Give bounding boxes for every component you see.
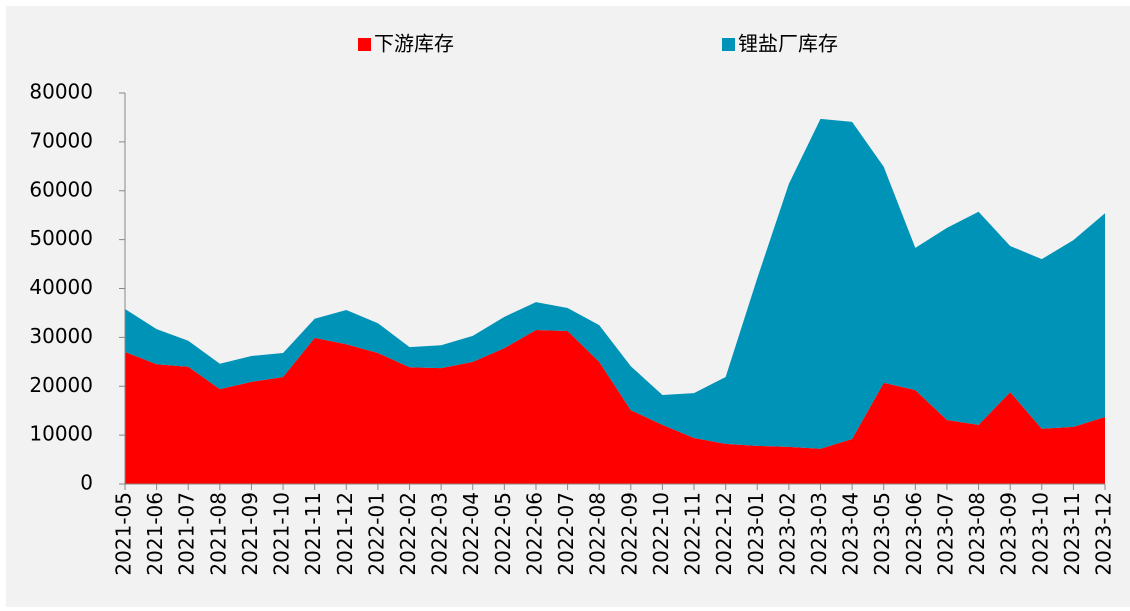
x-tick-label: 2021-11 [301, 492, 325, 576]
x-tick-label: 2022-07 [554, 492, 578, 576]
x-tick-label: 2022-08 [586, 492, 610, 576]
x-tick-label: 2022-02 [396, 492, 420, 576]
x-tick-label: 2023-08 [965, 492, 989, 576]
x-tick-label: 2023-05 [870, 492, 894, 576]
x-tick-label: 2021-12 [333, 492, 357, 576]
y-tick-label: 80000 [29, 80, 93, 104]
legend-swatch [358, 38, 371, 51]
x-tick-label: 2023-10 [1028, 492, 1052, 576]
x-tick-label: 2021-10 [270, 492, 294, 576]
x-tick-label: 2021-09 [238, 492, 262, 576]
y-tick-label: 10000 [29, 422, 93, 446]
x-tick-label: 2022-12 [712, 492, 736, 576]
x-tick-label: 2021-07 [175, 492, 199, 576]
legend-swatch [722, 38, 735, 51]
x-tick-label: 2022-01 [364, 492, 388, 576]
x-tick-label: 2022-11 [681, 492, 705, 576]
legend-label: 锂盐厂库存 [738, 32, 838, 56]
x-tick-label: 2023-12 [1092, 492, 1116, 576]
area [125, 118, 1105, 449]
x-tick-label: 2022-03 [428, 492, 452, 576]
legend-label: 下游库存 [374, 32, 454, 56]
x-tick-label: 2023-07 [933, 492, 957, 576]
x-tick-label: 2022-06 [522, 492, 546, 576]
y-tick-label: 60000 [29, 177, 93, 201]
x-tick-label: 2021-05 [112, 492, 136, 576]
x-tick-label: 2022-04 [459, 492, 483, 576]
y-tick-label: 70000 [29, 128, 93, 152]
x-tick-label: 2023-11 [1060, 492, 1084, 576]
x-tick-label: 2022-05 [491, 492, 515, 576]
area [125, 330, 1105, 484]
x-tick-label: 2021-08 [206, 492, 230, 576]
y-tick-label: 30000 [29, 324, 93, 348]
x-tick-label: 2023-03 [807, 492, 831, 576]
x-tick-label: 2021-06 [143, 492, 167, 576]
y-tick-label: 0 [80, 471, 93, 495]
x-tick-label: 2023-01 [744, 492, 768, 576]
y-tick-label: 40000 [29, 275, 93, 299]
x-tick-label: 2022-10 [649, 492, 673, 576]
x-tick-label: 2023-02 [775, 492, 799, 576]
x-tick-label: 2022-09 [617, 492, 641, 576]
y-tick-label: 50000 [29, 226, 93, 250]
x-tick-label: 2023-04 [839, 492, 863, 576]
y-tick-label: 20000 [29, 373, 93, 397]
x-tick-label: 2023-09 [997, 492, 1021, 576]
x-tick-label: 2023-06 [902, 492, 926, 576]
